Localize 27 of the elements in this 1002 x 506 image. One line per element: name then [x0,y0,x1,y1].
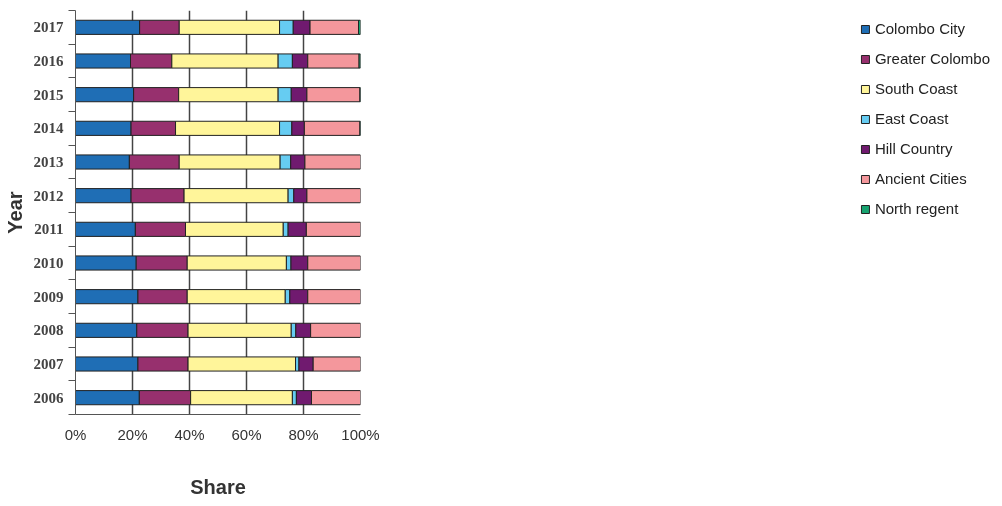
x-tick-label: 0% [64,425,87,443]
y-tick-label: 2009 [33,288,64,305]
x-tick-label: 80% [288,425,319,443]
y-tick-label: 2017 [33,19,64,36]
x-tick-label: 20% [117,425,148,443]
legend-label: Colombo City [874,20,965,37]
y-tick-label: 2013 [33,154,64,170]
y-tick-label: 2010 [33,255,64,271]
y-tick-label: 2016 [33,53,64,69]
y-tick-label: 2007 [33,356,64,372]
y-axis-title: Year [3,191,26,234]
legend-label: North regent [874,200,959,217]
x-tick-label: 40% [174,425,205,443]
legend-label: Greater Colombo [874,50,990,67]
y-tick-label: 2015 [33,86,64,103]
y-tick-label: 2006 [33,389,64,406]
legend-label: South Coast [874,80,958,97]
x-axis-title: Share [190,475,246,498]
y-tick-label: 2008 [33,322,64,339]
y-tick-label: 2011 [34,221,64,238]
legend-label: East Coast [874,110,949,127]
legend-label: Ancient Cities [874,170,967,187]
x-tick-label: 60% [231,425,262,443]
legend-label: Hill Country [874,140,953,157]
y-tick-label: 2012 [33,187,64,204]
x-tick-label: 100% [341,425,380,443]
y-tick-label: 2014 [33,120,64,137]
